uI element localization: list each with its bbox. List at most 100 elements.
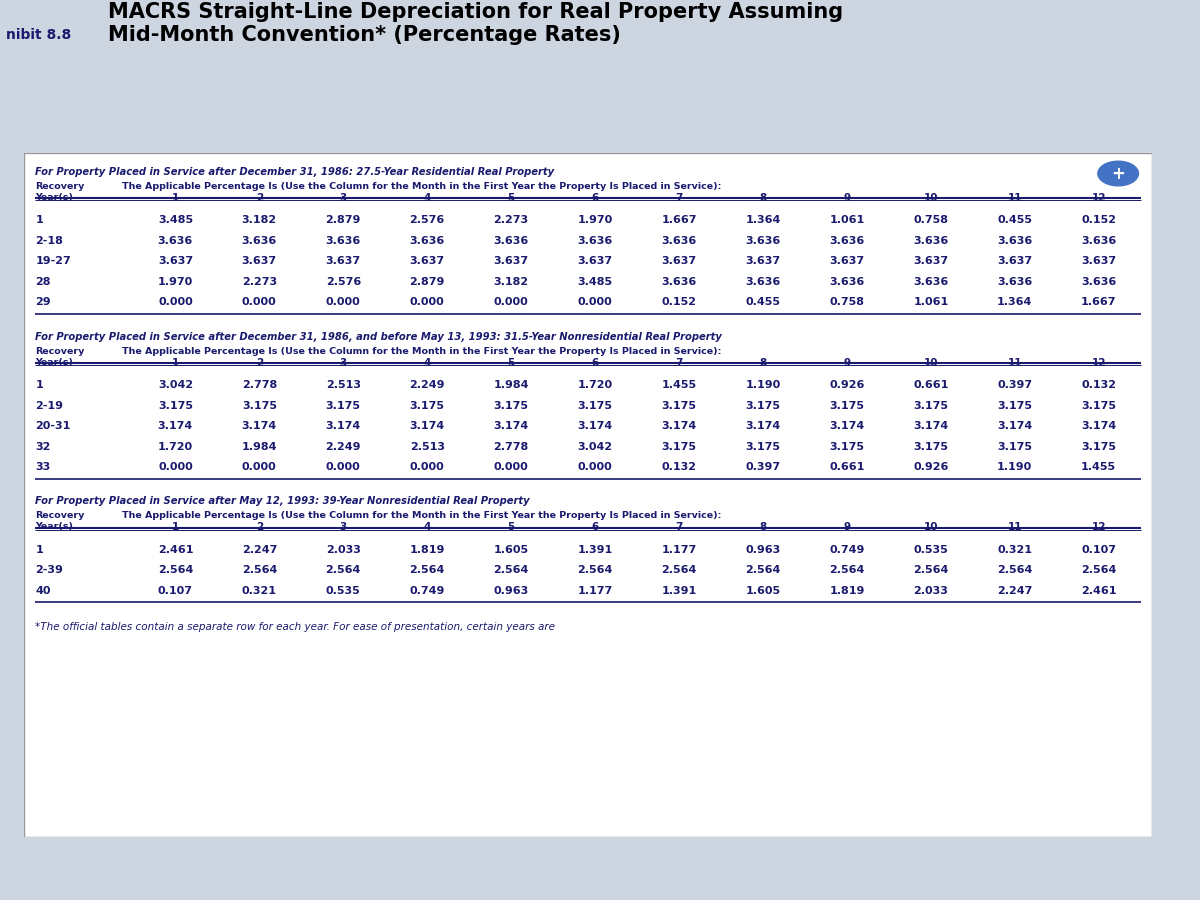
Text: 5: 5 — [508, 522, 515, 533]
Text: 3.175: 3.175 — [829, 442, 864, 452]
Text: 2.564: 2.564 — [325, 565, 361, 575]
Text: 1: 1 — [35, 544, 43, 555]
Text: 9: 9 — [844, 357, 851, 367]
Text: 2.461: 2.461 — [157, 544, 193, 555]
Text: 0.661: 0.661 — [913, 380, 948, 390]
Text: 10: 10 — [924, 522, 938, 533]
Text: MACRS Straight-Line Depreciation for Real Property Assuming
Mid-Month Convention: MACRS Straight-Line Depreciation for Rea… — [108, 2, 844, 45]
Text: 2.564: 2.564 — [157, 565, 193, 575]
Text: 3.174: 3.174 — [913, 421, 948, 431]
Text: 20-31: 20-31 — [35, 421, 71, 431]
Text: 0.321: 0.321 — [242, 586, 277, 596]
Text: 0.397: 0.397 — [745, 463, 780, 473]
Text: 3.174: 3.174 — [1081, 421, 1116, 431]
Text: 2.879: 2.879 — [409, 277, 445, 287]
Text: 9: 9 — [844, 193, 851, 202]
Text: 0.963: 0.963 — [745, 544, 781, 555]
Text: 8: 8 — [760, 357, 767, 367]
Text: 3.637: 3.637 — [241, 256, 277, 266]
Text: 3.175: 3.175 — [913, 442, 948, 452]
Text: 2: 2 — [256, 522, 263, 533]
Text: 3.637: 3.637 — [1081, 256, 1116, 266]
Text: nibit 8.8: nibit 8.8 — [6, 28, 71, 41]
Text: 0.107: 0.107 — [1081, 544, 1116, 555]
Text: The Applicable Percentage Is (Use the Column for the Month in the First Year the: The Applicable Percentage Is (Use the Co… — [122, 182, 721, 191]
Text: 33: 33 — [35, 463, 50, 473]
Text: 0.132: 0.132 — [661, 463, 696, 473]
Text: 10: 10 — [924, 357, 938, 367]
Text: 1.455: 1.455 — [1081, 463, 1116, 473]
Text: 2.576: 2.576 — [325, 277, 361, 287]
Text: 2: 2 — [256, 357, 263, 367]
Text: 3.175: 3.175 — [158, 400, 193, 410]
Text: 3.637: 3.637 — [409, 256, 445, 266]
Text: 0.926: 0.926 — [913, 463, 948, 473]
Text: Year(s): Year(s) — [35, 193, 73, 202]
Text: 1.984: 1.984 — [241, 442, 277, 452]
Text: 1: 1 — [172, 357, 179, 367]
Text: 7: 7 — [676, 357, 683, 367]
Text: 3.175: 3.175 — [242, 400, 277, 410]
Text: 3.636: 3.636 — [829, 236, 864, 246]
Text: 3: 3 — [340, 357, 347, 367]
Text: 3.485: 3.485 — [577, 277, 613, 287]
Text: 6: 6 — [592, 522, 599, 533]
Text: 2.247: 2.247 — [997, 586, 1032, 596]
Text: The Applicable Percentage Is (Use the Column for the Month in the First Year the: The Applicable Percentage Is (Use the Co… — [122, 346, 721, 356]
Text: 2.564: 2.564 — [661, 565, 697, 575]
Text: 1.970: 1.970 — [157, 277, 193, 287]
Text: 0.397: 0.397 — [997, 380, 1032, 390]
Text: 1: 1 — [35, 215, 43, 225]
Text: For Property Placed in Service after December 31, 1986: 27.5-Year Residential Re: For Property Placed in Service after Dec… — [35, 166, 554, 176]
Text: 2.461: 2.461 — [1081, 586, 1116, 596]
Text: 0.758: 0.758 — [913, 215, 948, 225]
Text: 0.000: 0.000 — [158, 297, 193, 307]
Text: 3.175: 3.175 — [829, 400, 864, 410]
Text: 3.637: 3.637 — [577, 256, 613, 266]
Text: 1.364: 1.364 — [745, 215, 781, 225]
Text: 9: 9 — [844, 522, 851, 533]
Text: 1.391: 1.391 — [577, 544, 613, 555]
Text: 2.249: 2.249 — [325, 442, 361, 452]
Text: 1.455: 1.455 — [661, 380, 697, 390]
Text: 0.132: 0.132 — [1081, 380, 1116, 390]
Text: 12: 12 — [1092, 522, 1106, 533]
Text: 1.605: 1.605 — [493, 544, 529, 555]
Text: 3.175: 3.175 — [997, 400, 1032, 410]
Text: 3.174: 3.174 — [577, 421, 613, 431]
Text: 32: 32 — [35, 442, 50, 452]
Text: Year(s): Year(s) — [35, 357, 73, 366]
Text: 0.963: 0.963 — [493, 586, 529, 596]
Text: 0.455: 0.455 — [745, 297, 780, 307]
Text: 3: 3 — [340, 193, 347, 202]
Text: 1.061: 1.061 — [829, 215, 864, 225]
Text: 0.000: 0.000 — [577, 297, 612, 307]
Text: 7: 7 — [676, 193, 683, 202]
Text: The Applicable Percentage Is (Use the Column for the Month in the First Year the: The Applicable Percentage Is (Use the Co… — [122, 511, 721, 520]
Text: 1: 1 — [172, 522, 179, 533]
Text: 1.177: 1.177 — [577, 586, 613, 596]
Text: 2.564: 2.564 — [829, 565, 865, 575]
Text: 3.637: 3.637 — [745, 256, 780, 266]
Text: 1.190: 1.190 — [997, 463, 1032, 473]
Text: 3: 3 — [340, 522, 347, 533]
Text: 2.564: 2.564 — [745, 565, 781, 575]
Text: Recovery: Recovery — [35, 511, 85, 520]
Text: 2.564: 2.564 — [1081, 565, 1116, 575]
Text: 40: 40 — [35, 586, 50, 596]
Text: 1.819: 1.819 — [829, 586, 865, 596]
Text: 2.247: 2.247 — [241, 544, 277, 555]
Circle shape — [1098, 161, 1139, 185]
Text: 1.970: 1.970 — [577, 215, 613, 225]
Text: 3.174: 3.174 — [157, 421, 193, 431]
Text: 3.174: 3.174 — [829, 421, 864, 431]
Text: 2.564: 2.564 — [493, 565, 529, 575]
Text: 0.107: 0.107 — [158, 586, 193, 596]
Text: Recovery: Recovery — [35, 182, 85, 191]
Text: 3.175: 3.175 — [493, 400, 529, 410]
Text: For Property Placed in Service after December 31, 1986, and before May 13, 1993:: For Property Placed in Service after Dec… — [35, 331, 722, 341]
Text: 3.637: 3.637 — [661, 256, 697, 266]
Text: 1: 1 — [35, 380, 43, 390]
Text: 0.000: 0.000 — [410, 463, 444, 473]
Text: 4: 4 — [424, 357, 431, 367]
